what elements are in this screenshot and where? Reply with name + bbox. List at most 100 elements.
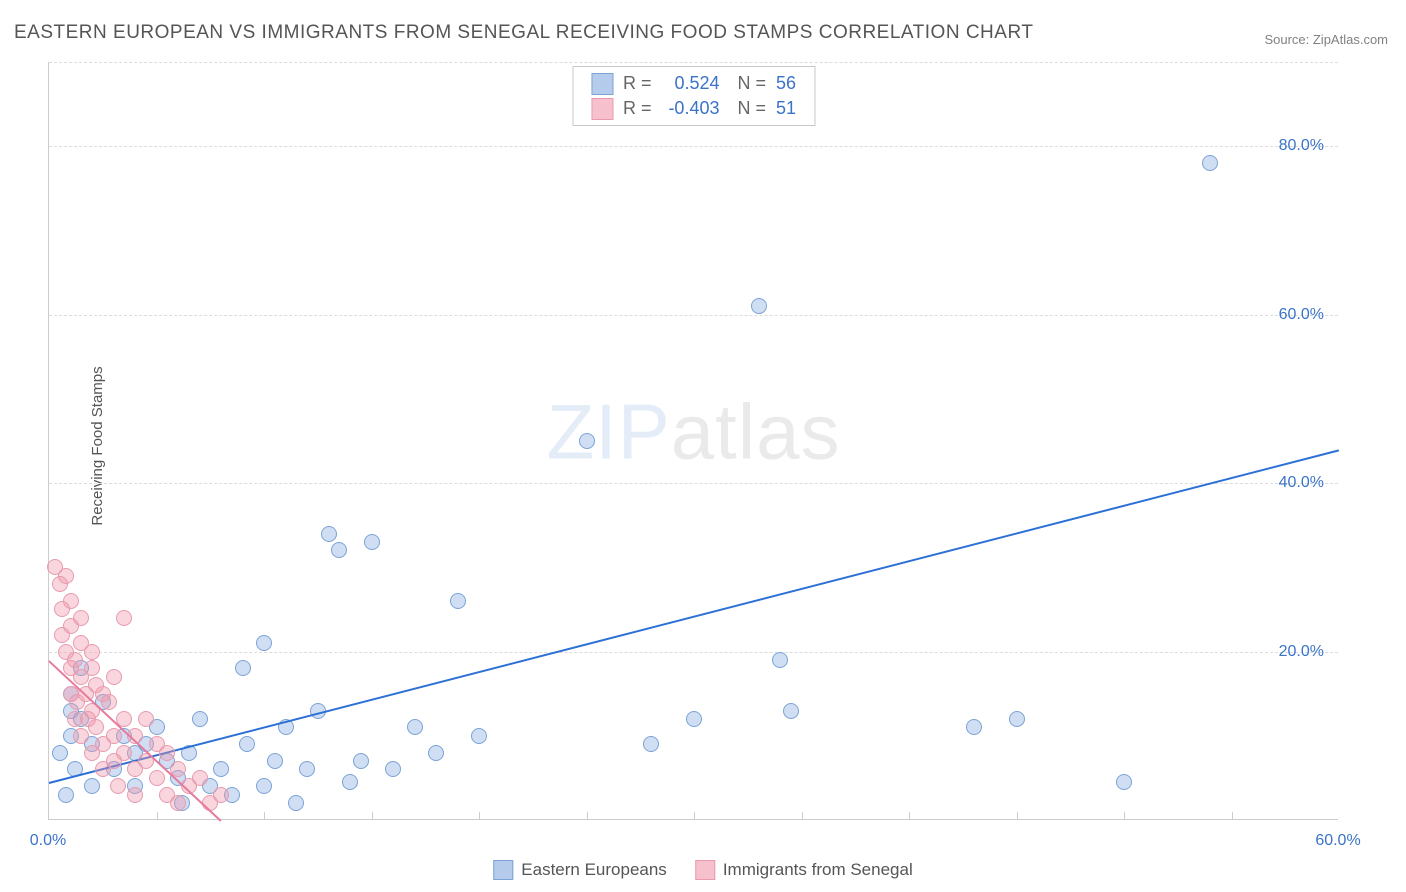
- data-point: [1202, 155, 1218, 171]
- data-point: [235, 660, 251, 676]
- data-point: [84, 778, 100, 794]
- n-label: N =: [737, 71, 766, 96]
- x-minor-tick: [1017, 812, 1018, 820]
- data-point: [299, 761, 315, 777]
- legend-label: Eastern Europeans: [521, 860, 667, 880]
- x-minor-tick: [802, 812, 803, 820]
- r-value: -0.403: [661, 96, 719, 121]
- data-point: [239, 736, 255, 752]
- data-point: [364, 534, 380, 550]
- data-point: [106, 728, 122, 744]
- data-point: [256, 635, 272, 651]
- gridline: [49, 652, 1338, 653]
- data-point: [353, 753, 369, 769]
- x-tick-label: 60.0%: [1315, 832, 1360, 850]
- x-tick-label: 0.0%: [30, 832, 66, 850]
- legend-swatch: [591, 73, 613, 95]
- data-point: [52, 745, 68, 761]
- data-point: [288, 795, 304, 811]
- data-point: [192, 711, 208, 727]
- data-point: [256, 778, 272, 794]
- data-point: [106, 669, 122, 685]
- data-point: [192, 770, 208, 786]
- trend-line: [49, 449, 1339, 784]
- data-point: [1116, 774, 1132, 790]
- data-point: [58, 787, 74, 803]
- r-label: R =: [623, 96, 652, 121]
- data-point: [116, 610, 132, 626]
- data-point: [127, 787, 143, 803]
- series-legend: Eastern Europeans Immigrants from Senegal: [493, 860, 912, 880]
- data-point: [58, 568, 74, 584]
- y-tick-label: 60.0%: [1279, 306, 1324, 324]
- data-point: [966, 719, 982, 735]
- data-point: [331, 542, 347, 558]
- data-point: [1009, 711, 1025, 727]
- legend-label: Immigrants from Senegal: [723, 860, 913, 880]
- data-point: [213, 787, 229, 803]
- scatter-plot-area: ZIPatlas R = 0.524 N = 56 R = -0.403 N = 51 20.…: [48, 62, 1338, 820]
- y-tick-label: 40.0%: [1279, 474, 1324, 492]
- data-point: [321, 526, 337, 542]
- data-point: [116, 745, 132, 761]
- data-point: [67, 652, 83, 668]
- data-point: [138, 711, 154, 727]
- watermark-thin: atlas: [671, 387, 841, 475]
- data-point: [213, 761, 229, 777]
- watermark: ZIPatlas: [546, 386, 840, 477]
- data-point: [170, 795, 186, 811]
- data-point: [84, 644, 100, 660]
- stats-row: R = 0.524 N = 56: [591, 71, 796, 96]
- source-attribution: Source: ZipAtlas.com: [1264, 32, 1388, 47]
- legend-swatch: [493, 860, 513, 880]
- data-point: [686, 711, 702, 727]
- x-minor-tick: [479, 812, 480, 820]
- data-point: [149, 770, 165, 786]
- data-point: [643, 736, 659, 752]
- chart-title: EASTERN EUROPEAN VS IMMIGRANTS FROM SENE…: [14, 22, 1033, 44]
- data-point: [450, 593, 466, 609]
- data-point: [751, 298, 767, 314]
- n-label: N =: [737, 96, 766, 121]
- data-point: [159, 745, 175, 761]
- data-point: [579, 433, 595, 449]
- x-minor-tick: [1232, 812, 1233, 820]
- n-value: 56: [776, 71, 796, 96]
- y-tick-label: 20.0%: [1279, 643, 1324, 661]
- data-point: [88, 719, 104, 735]
- data-point: [267, 753, 283, 769]
- gridline: [49, 483, 1338, 484]
- gridline: [49, 146, 1338, 147]
- data-point: [772, 652, 788, 668]
- n-value: 51: [776, 96, 796, 121]
- watermark-bold: ZIP: [546, 387, 670, 475]
- data-point: [84, 660, 100, 676]
- correlation-stats-box: R = 0.524 N = 56 R = -0.403 N = 51: [572, 66, 815, 126]
- x-minor-tick: [1124, 812, 1125, 820]
- legend-swatch: [695, 860, 715, 880]
- data-point: [471, 728, 487, 744]
- x-minor-tick: [157, 812, 158, 820]
- data-point: [783, 703, 799, 719]
- data-point: [407, 719, 423, 735]
- x-minor-tick: [909, 812, 910, 820]
- x-minor-tick: [694, 812, 695, 820]
- data-point: [428, 745, 444, 761]
- data-point: [73, 728, 89, 744]
- gridline: [49, 315, 1338, 316]
- legend-swatch: [591, 98, 613, 120]
- legend-item: Eastern Europeans: [493, 860, 667, 880]
- stats-row: R = -0.403 N = 51: [591, 96, 796, 121]
- data-point: [73, 610, 89, 626]
- data-point: [63, 593, 79, 609]
- legend-item: Immigrants from Senegal: [695, 860, 913, 880]
- y-tick-label: 80.0%: [1279, 137, 1324, 155]
- data-point: [101, 694, 117, 710]
- x-minor-tick: [587, 812, 588, 820]
- data-point: [385, 761, 401, 777]
- r-label: R =: [623, 71, 652, 96]
- r-value: 0.524: [661, 71, 719, 96]
- x-minor-tick: [264, 812, 265, 820]
- x-minor-tick: [372, 812, 373, 820]
- gridline: [49, 62, 1338, 63]
